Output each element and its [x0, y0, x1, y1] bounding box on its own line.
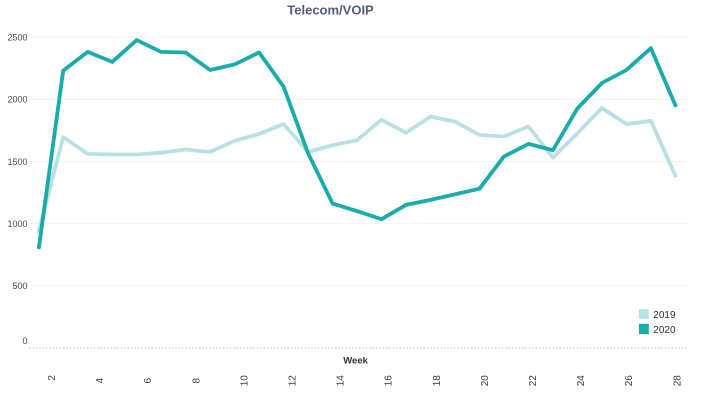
svg-text:14: 14	[336, 375, 347, 387]
svg-text:2500: 2500	[7, 32, 27, 42]
svg-text:26: 26	[624, 375, 635, 387]
svg-text:2019: 2019	[653, 310, 676, 321]
svg-text:20: 20	[480, 375, 491, 387]
svg-text:1500: 1500	[7, 157, 27, 167]
svg-text:28: 28	[672, 375, 683, 387]
svg-text:24: 24	[576, 375, 587, 387]
svg-text:2020: 2020	[653, 325, 676, 336]
svg-text:8: 8	[191, 377, 202, 383]
svg-text:500: 500	[12, 281, 27, 291]
svg-text:10: 10	[239, 375, 250, 387]
svg-text:16: 16	[384, 375, 395, 387]
svg-text:0: 0	[22, 336, 27, 346]
svg-text:Week: Week	[343, 355, 368, 366]
svg-text:2000: 2000	[7, 95, 27, 105]
svg-text:22: 22	[528, 375, 539, 387]
svg-text:4: 4	[95, 377, 106, 383]
svg-text:Telecom/VOIP: Telecom/VOIP	[287, 3, 374, 18]
svg-text:1000: 1000	[7, 219, 27, 229]
svg-text:12: 12	[288, 375, 299, 387]
svg-text:2: 2	[47, 375, 58, 381]
svg-text:18: 18	[432, 375, 443, 387]
svg-text:6: 6	[143, 377, 154, 383]
